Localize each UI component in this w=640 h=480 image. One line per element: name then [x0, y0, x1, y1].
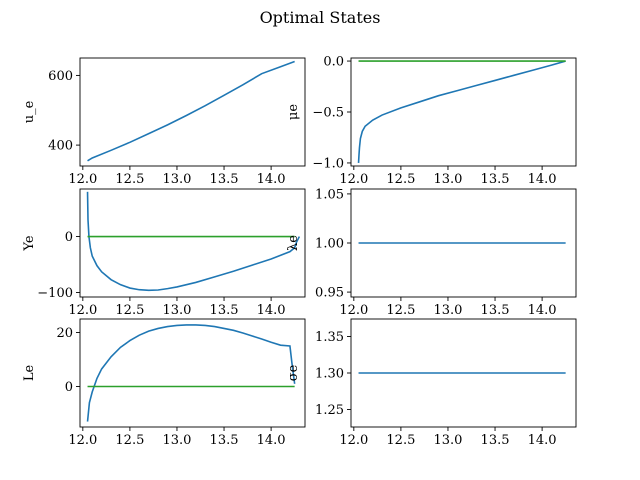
x-tick-label: 12.5 — [115, 303, 144, 318]
y-tick-label: −0.5 — [312, 106, 344, 121]
x-tick-label: 12.0 — [339, 433, 368, 448]
x-tick-label: 13.5 — [481, 172, 510, 187]
y-axis-label: μe — [286, 104, 301, 120]
x-tick-label: 12.5 — [115, 172, 144, 187]
axes-frame — [79, 57, 306, 167]
series-line-1 — [86, 324, 296, 422]
x-tick-label: 12.0 — [68, 433, 97, 448]
x-tick-label: 13.0 — [162, 303, 191, 318]
x-tick-label: 14.0 — [528, 303, 557, 318]
x-tick-label: 12.0 — [339, 303, 368, 318]
x-tick-label: 14.0 — [528, 433, 557, 448]
subplot-6: 12.0 12.5 13.0 13.5 14.0 1.25 1.30 1.35 σe — [286, 318, 577, 448]
x-tick-label: 13.5 — [210, 433, 239, 448]
x-tick-label: 13.5 — [481, 433, 510, 448]
y-axis-label: Le — [22, 365, 37, 382]
axes-frame — [79, 188, 306, 298]
x-tick-label: 12.0 — [339, 172, 368, 187]
y-tick-label: 1.30 — [315, 367, 344, 382]
x-tick-label: 14.0 — [257, 433, 286, 448]
y-tick-label: 1.05 — [315, 187, 344, 202]
x-tick-label: 13.0 — [162, 172, 191, 187]
x-tick-label: 12.5 — [386, 172, 415, 187]
subplot-1: 12.0 12.5 13.0 13.5 14.0 400 600 u_e — [22, 57, 306, 187]
y-tick-label: 0.0 — [323, 55, 344, 70]
y-tick-label: 20 — [56, 326, 73, 341]
x-tick-label: 13.0 — [162, 433, 191, 448]
axes-frame — [79, 318, 306, 428]
y-axis-label: σe — [286, 364, 301, 381]
y-axis-label: λe — [286, 235, 301, 251]
x-tick-label: 12.5 — [386, 303, 415, 318]
x-tick-label: 13.0 — [433, 433, 462, 448]
x-tick-label: 12.0 — [68, 303, 97, 318]
x-tick-label: 13.0 — [433, 303, 462, 318]
subplot-3: 12.0 12.5 13.0 13.5 14.0 −100 0 Ye — [22, 188, 306, 318]
x-tick-label: 14.0 — [528, 172, 557, 187]
y-tick-label: 0 — [65, 230, 73, 245]
y-tick-label: 0 — [65, 380, 73, 395]
y-tick-label: 0.95 — [315, 286, 344, 301]
subplot-2: 12.0 12.5 13.0 13.5 14.0 −1.0 −0.5 0.0 μe — [286, 55, 577, 187]
y-tick-label: 400 — [48, 139, 73, 154]
x-tick-label: 12.5 — [386, 433, 415, 448]
y-tick-label: 1.35 — [315, 330, 344, 345]
y-axis-label: Ye — [22, 235, 37, 251]
y-tick-label: 1.25 — [315, 403, 344, 418]
y-tick-label: −1.0 — [312, 156, 344, 171]
y-tick-label: 1.00 — [315, 237, 344, 252]
y-tick-label: 600 — [48, 69, 73, 84]
subplot-5: 12.0 12.5 13.0 13.5 14.0 0 20 Le — [22, 318, 306, 448]
series-line-1 — [86, 191, 301, 292]
x-tick-label: 14.0 — [257, 172, 286, 187]
subplot-4: 12.0 12.5 13.0 13.5 14.0 0.95 1.00 1.05 λe — [286, 187, 577, 318]
y-axis-label: u_e — [22, 100, 37, 123]
x-tick-label: 12.5 — [115, 433, 144, 448]
series-line-1 — [357, 60, 566, 163]
x-tick-label: 14.0 — [257, 303, 286, 318]
series-line-1 — [87, 60, 295, 162]
x-tick-label: 13.5 — [210, 172, 239, 187]
x-tick-label: 13.0 — [433, 172, 462, 187]
x-tick-label: 12.0 — [68, 172, 97, 187]
x-tick-label: 13.5 — [210, 303, 239, 318]
y-tick-label: −100 — [37, 286, 73, 301]
x-tick-label: 13.5 — [481, 303, 510, 318]
figure-title: Optimal States — [260, 8, 381, 27]
